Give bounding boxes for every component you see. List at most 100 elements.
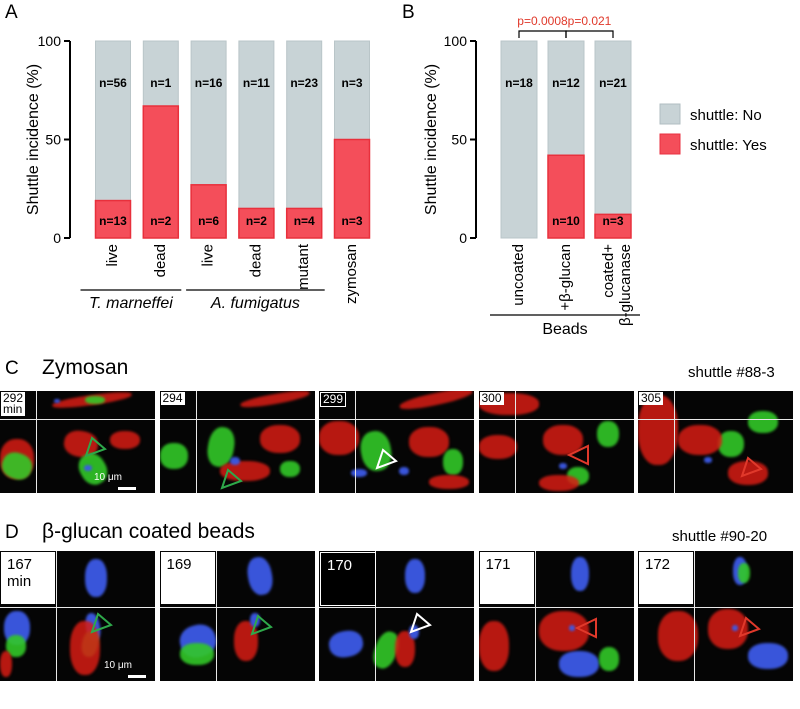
microscopy-frame: 167 min 10 μm [0,551,155,681]
chart-a-y-label: Shuttle incidence (%) [25,64,42,215]
time-label: 167 min [1,552,55,604]
chart-b-n-no-label: n=18 [505,76,533,90]
time-label: 305 [639,391,664,405]
time-label: 171 [479,552,534,604]
microscopy-frame: 171 [478,551,634,681]
blue-fluorescence [405,559,425,593]
time-label: 299 [320,392,347,407]
chart-a-x-tick-label: live [200,244,217,267]
chart-a-n-no-label: n=56 [99,76,127,90]
green-fluorescence [279,461,300,477]
arrowhead-marker [375,448,398,470]
orthogonal-view-divider [694,551,695,681]
scale-bar [118,487,136,490]
scale-bar-label: 10 μm [104,660,132,671]
red-fluorescence [478,435,517,459]
time-label: 172 [639,552,693,604]
red-fluorescence [678,425,722,455]
chart-a-n-no-label: n=11 [243,76,270,90]
blue-fluorescence [54,399,60,403]
panel-c-title: Zymosan [42,356,129,379]
blue-fluorescence [570,557,589,591]
chart-b-y-tick-label: 100 [444,33,468,49]
blue-fluorescence [399,467,409,475]
time-label: 169 [160,552,215,604]
chart-b-bar-yes [594,213,632,239]
orthogonal-view-divider [638,419,793,420]
microscopy-frame: 299 [319,391,474,493]
chart-b-group-label: Beads [542,321,587,338]
arrowhead-marker [84,436,107,458]
time-label: 294 [160,391,185,405]
blue-fluorescence [732,625,738,631]
legend-yes-swatch [659,133,681,155]
chart-b-significance-bracket [518,30,567,38]
red-fluorescence [658,611,698,661]
blue-fluorescence [327,628,365,660]
arrowhead-marker [574,617,597,639]
chart-a-x-tick-label: dead [247,244,264,277]
blue-fluorescence [244,555,275,597]
chart-b-x-tick-label: +β-glucan [557,244,574,311]
chart-b-y-tick-label: 50 [451,132,467,148]
chart-a-bar-yes [285,207,323,239]
red-fluorescence [319,421,359,455]
orthogonal-view-divider [195,391,197,493]
arrowhead-marker [249,614,273,636]
green-fluorescence [718,431,744,457]
green-fluorescence [85,396,105,404]
red-fluorescence [538,475,579,491]
arrowhead-marker [90,612,113,634]
time-label: 300 [479,391,504,405]
red-fluorescence [395,631,415,667]
legend-no-swatch [659,103,681,125]
orthogonal-view-divider [215,551,217,681]
microscopy-frame: 172 [638,551,793,681]
orthogonal-view-divider [478,607,634,608]
chart-a-x-tick-label: live [104,244,121,267]
chart-b-bar-no [594,40,632,239]
red-fluorescence [538,611,589,651]
orthogonal-view-divider [375,551,376,681]
chart-a-x-tick-label: dead [152,244,169,277]
chart-a-bar-yes [142,105,180,239]
red-fluorescence [239,391,310,411]
legend: shuttle: No shuttle: Yes [659,103,767,155]
chart-b-x-tick-label: coated+β-glucanase [600,244,634,326]
orthogonal-view-divider [159,419,315,420]
orthogonal-view-divider [0,419,155,420]
blue-fluorescence [558,651,599,677]
blue-fluorescence [409,625,419,639]
chart-a-n-yes-label: n=2 [150,214,171,228]
panel-a-letter: A [5,2,18,23]
red-fluorescence [478,621,509,671]
orthogonal-view-divider [355,391,356,493]
green-fluorescence [748,411,778,433]
chart-a-bar-no [286,40,323,239]
chart-a-n-yes-label: n=2 [246,214,267,228]
microscopy-frame: 305 [638,391,793,493]
chart-a-y-tick-label: 50 [45,132,61,148]
orthogonal-view-divider [514,391,516,493]
chart-a-n-yes-label: n=13 [99,214,127,228]
panel-d-shuttle-id: shuttle #90-20 [672,528,768,545]
chart-b-bar-no [500,40,538,239]
orthogonal-view-divider [478,419,634,420]
chart-b-bar-yes [547,154,585,239]
chart-a: 0 50 100 Shuttle incidence (%) n=56 n=13 live n… [25,33,371,312]
orthogonal-view-divider [159,607,315,608]
chart-a-bar-yes [333,138,371,239]
arrowhead-marker [219,468,243,490]
panel-d-title: β-glucan coated beads [42,520,255,543]
blue-fluorescence [748,643,788,669]
scale-bar [128,675,146,678]
chart-b-n-yes-label: n=3 [602,214,623,228]
green-fluorescence [443,449,463,475]
blue-fluorescence [558,463,567,469]
red-fluorescence [110,431,140,449]
blue-fluorescence [704,457,712,463]
chart-b-n-yes-label: n=10 [552,214,580,228]
red-fluorescence [0,651,12,677]
blue-fluorescence [85,559,107,597]
red-fluorescence [429,475,469,489]
